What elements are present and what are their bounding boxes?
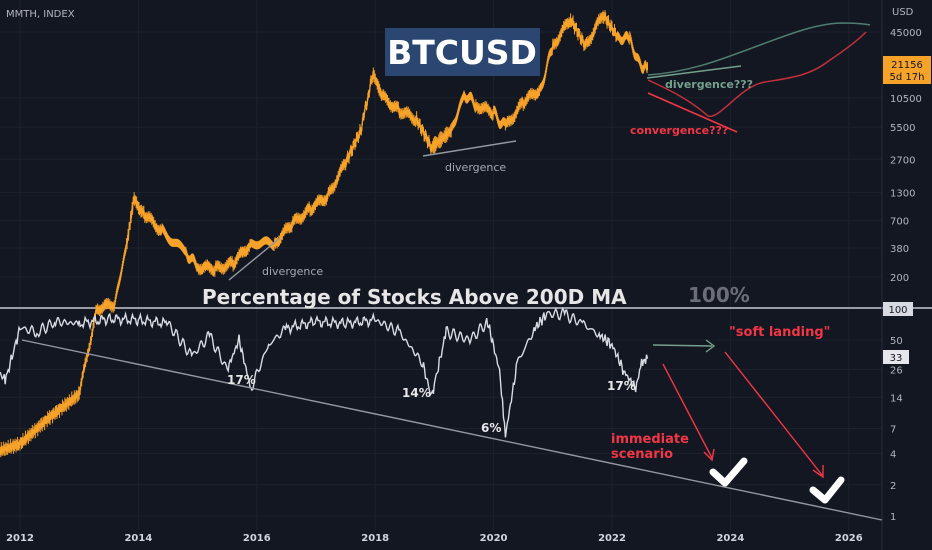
time-tick-label: 2018 [361,533,389,544]
mmth-tick-label: 14 [890,393,903,404]
divergence-label-1: divergence [262,265,323,278]
soft-landing-arrow [652,344,713,347]
price-tick-label: 45000 [890,28,922,39]
price-tick-label: 2700 [890,155,915,166]
time-tick-label: 2022 [598,533,626,544]
soft-landing-down-arrow [724,351,823,476]
price-tick-label: 700 [890,216,909,227]
convergence-line [647,92,738,133]
time-axis[interactable]: 2012 2014 2016 2018 2020 2022 2024 2026 [6,533,863,544]
time-tick-label: 2016 [243,533,271,544]
time-tick-label: 2020 [480,533,508,544]
price-tick-label: 380 [890,244,909,255]
divergence-line-3 [646,65,742,79]
soft-landing-label: "soft landing" [729,325,830,340]
mmth-100-value: 100 [888,305,907,316]
btc-series [0,10,649,458]
low-label-2022: 17% [607,379,636,393]
grid [0,0,882,530]
immediate-arrow-1-head [703,448,715,462]
current-mmth-label [883,350,909,364]
mmth-support-trendline [21,339,883,521]
low-label-2015: 17% [227,373,256,387]
mmth-tick-label: 2 [890,481,896,492]
mmth-tick-label: 7 [890,424,896,435]
price-tick-label: 200 [890,273,909,284]
price-tick-label: 5500 [890,123,915,134]
current-mmth-value: 33 [890,353,903,364]
symbol-label: MMTH, INDEX [6,9,75,20]
divergence-line-1 [228,237,281,281]
mmth-axis[interactable]: 50 26 14 7 4 2 1 [890,336,903,523]
low-label-2018: 14% [402,386,431,400]
mmth-tick-label: 4 [890,450,896,461]
low-label-2020: 6% [481,421,501,435]
immediate-label-line1: immediate [611,432,689,447]
price-tick-label: 1300 [890,188,915,199]
mmth-tick-label: 1 [890,512,896,523]
mmth-tick-label: 26 [890,365,903,376]
divergence-label-2: divergence [445,161,506,174]
convergence-label: convergence??? [630,124,728,137]
chart-title: BTCUSD [387,33,537,72]
time-tick-label: 2026 [835,533,863,544]
price-axis-unit: USD [892,7,914,18]
immediate-arrow-1 [662,363,713,459]
green-projection-path [647,22,871,76]
time-tick-label: 2024 [716,533,744,544]
subchart-title: Percentage of Stocks Above 200D MA [202,285,627,309]
current-price-label [883,56,931,84]
checkmark-1-icon [709,457,748,487]
immediate-label-line2: scenario [611,447,673,462]
subchart-marker: 100% [688,283,750,307]
soft-landing-arrow-head [705,339,716,353]
price-tick-label: 10500 [890,94,922,105]
mmth-series [0,307,649,438]
price-axis[interactable]: USD 45000 10500 5500 2700 1300 700 380 200 [890,7,922,284]
current-price-countdown: 5d 17h [890,72,925,83]
mmth-tick-label: 50 [890,336,903,347]
checkmark-2-icon [809,476,845,504]
red-projection-path [647,31,867,117]
soft-landing-down-arrow-head [812,465,824,479]
annotation-lines [21,22,883,521]
time-tick-label: 2012 [6,533,34,544]
title-box [385,28,540,76]
current-price-value: 21156 [891,60,923,71]
divergence-line-2 [422,140,517,157]
mmth-100-marker [883,302,913,316]
divergence-label-3: divergence??? [665,78,753,91]
mmth-line [0,307,649,438]
time-tick-label: 2014 [124,533,152,544]
btc-line [0,14,649,454]
